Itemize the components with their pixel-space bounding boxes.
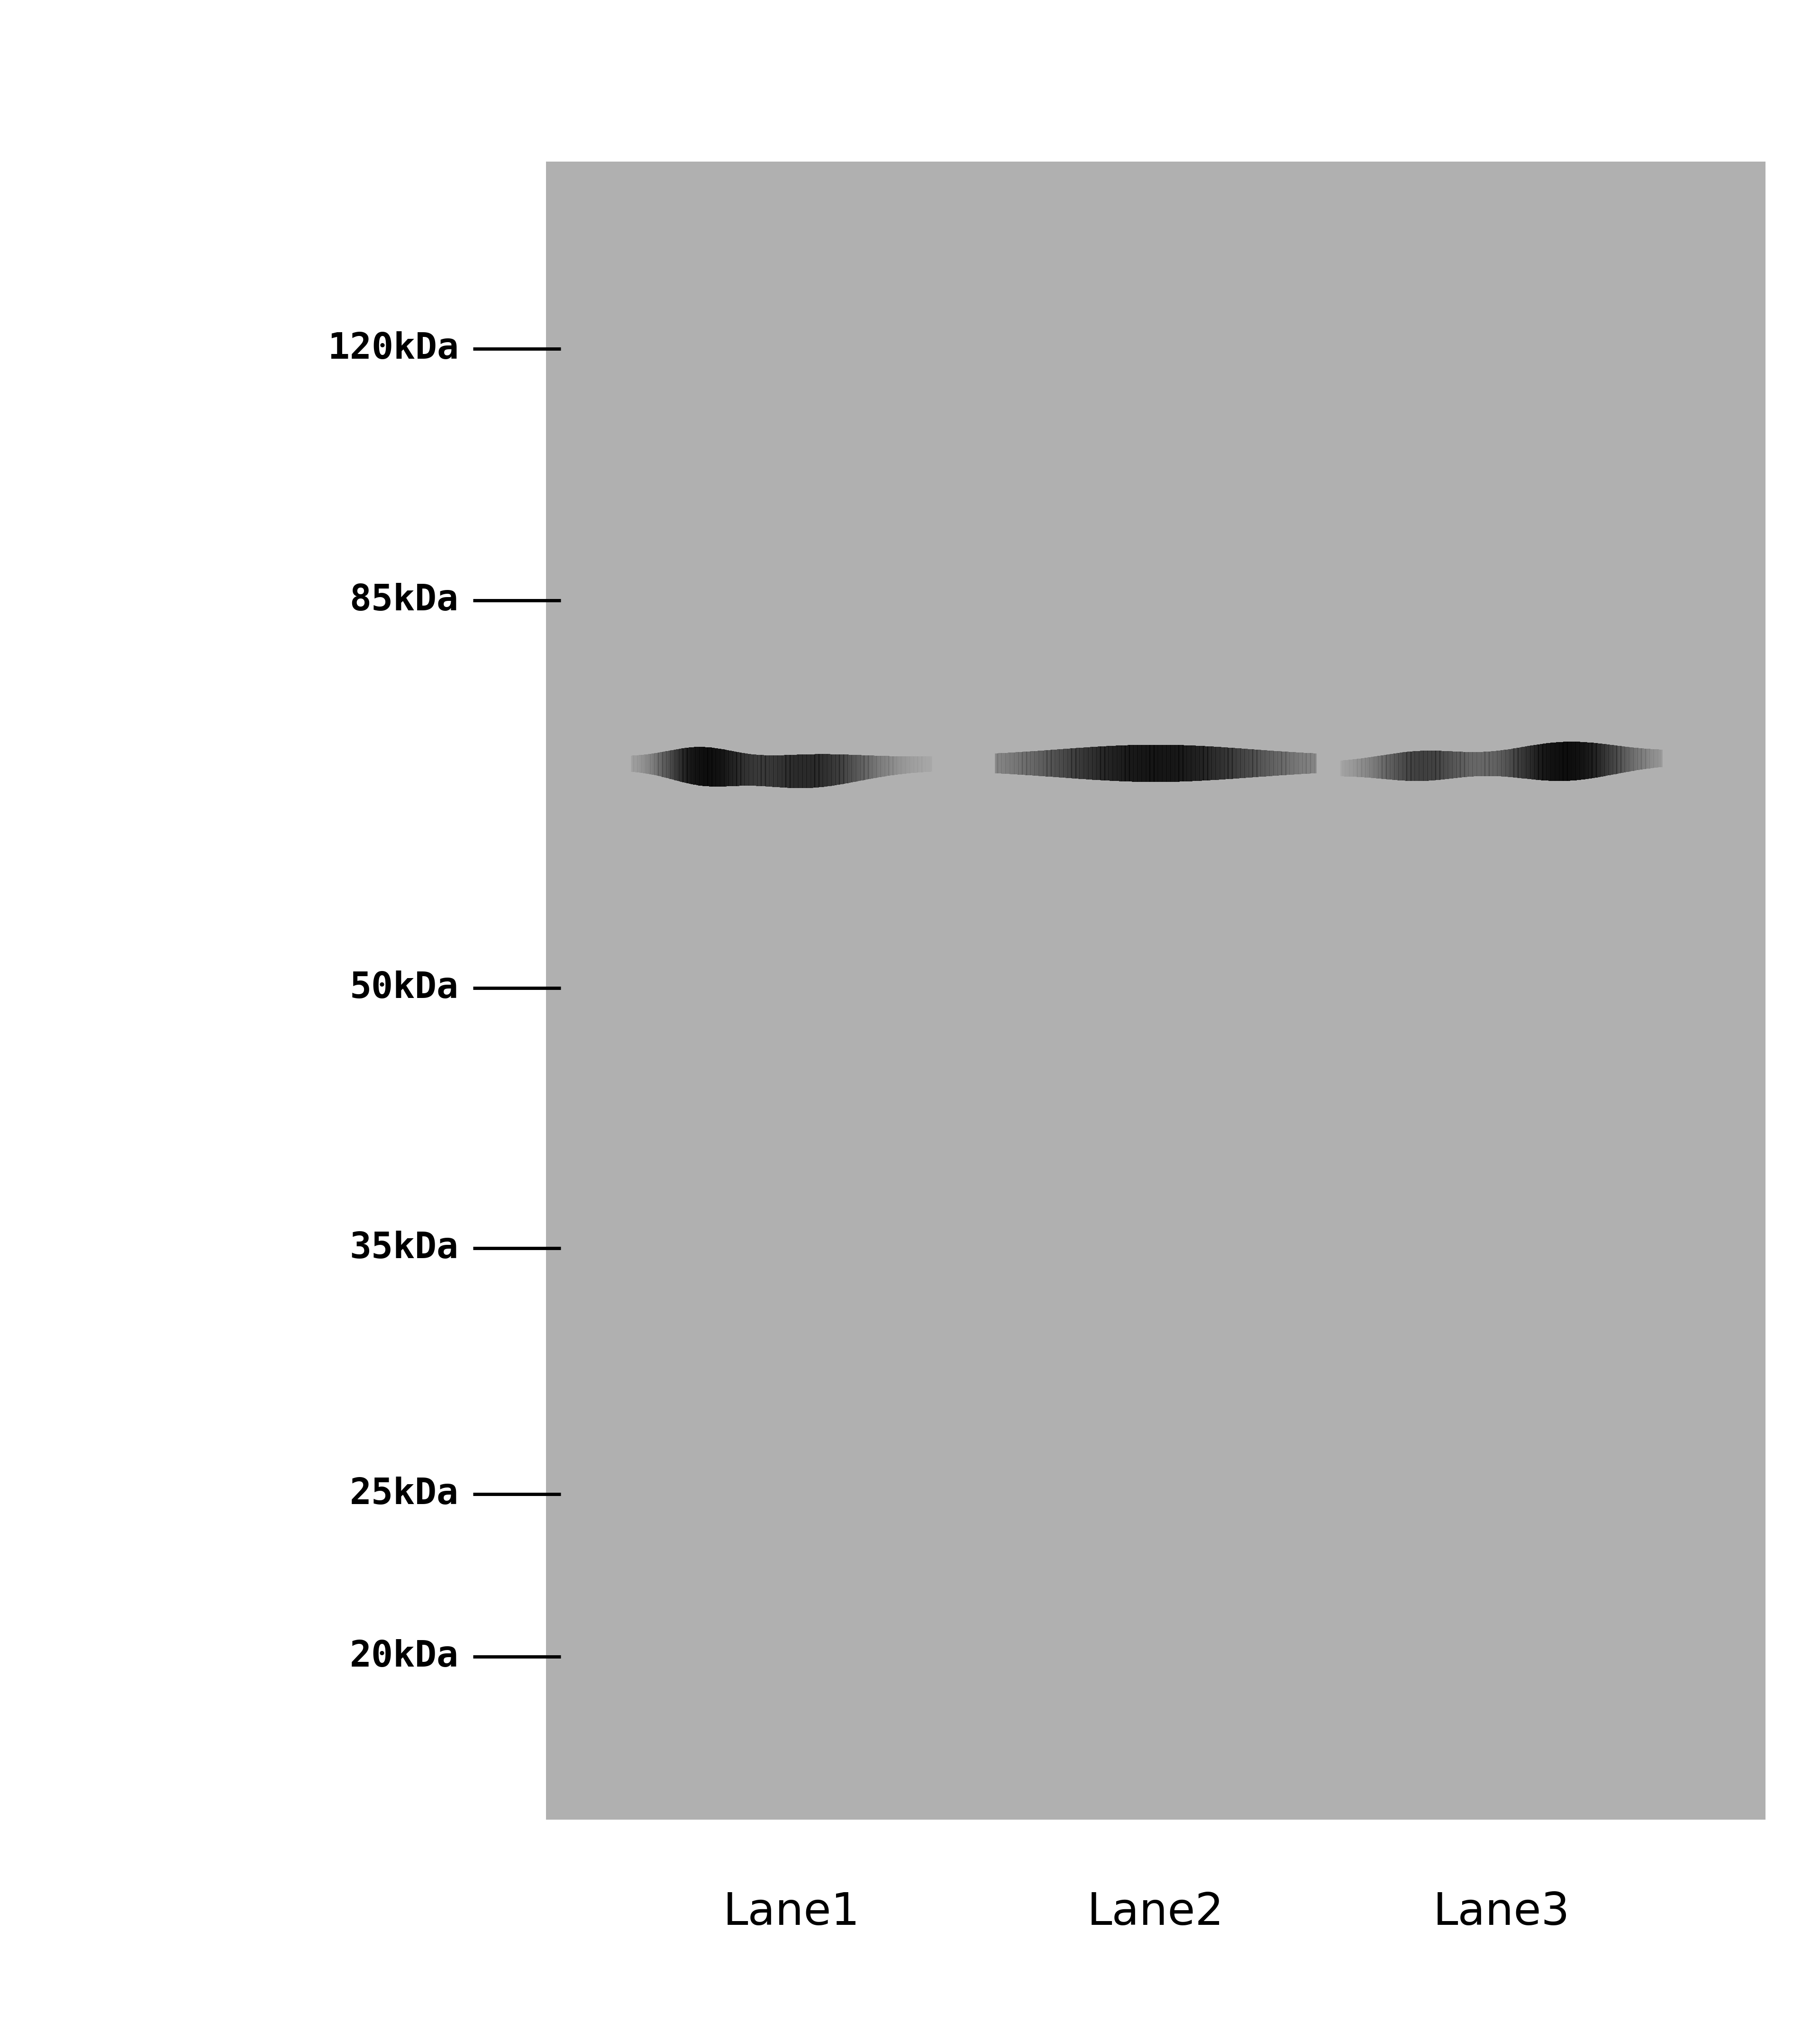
Text: 20kDa: 20kDa: [349, 1640, 459, 1674]
Text: 35kDa: 35kDa: [349, 1231, 459, 1266]
Text: Lane3: Lane3: [1432, 1891, 1571, 1935]
Text: Lane1: Lane1: [723, 1891, 861, 1935]
Text: 120kDa: 120kDa: [328, 332, 459, 366]
Text: 25kDa: 25kDa: [349, 1476, 459, 1512]
Text: 85kDa: 85kDa: [349, 582, 459, 619]
Bar: [546, 162, 1765, 1820]
Text: Lane2: Lane2: [1087, 1891, 1225, 1935]
Text: 50kDa: 50kDa: [349, 971, 459, 1005]
